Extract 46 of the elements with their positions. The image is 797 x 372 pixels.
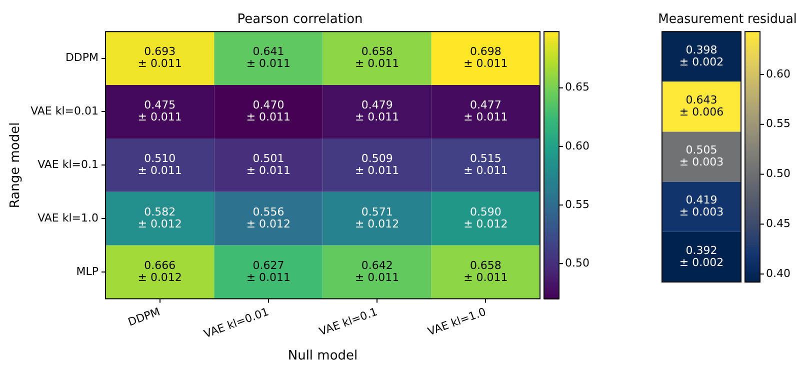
chart-title: Measurement residual [658, 12, 797, 28]
data-label: 0.509 ± 0.011 [354, 152, 400, 178]
x-axis-title: Null model [288, 348, 358, 364]
data-label: 0.582 ± 0.012 [138, 205, 182, 230]
y-axis-title: Range model [8, 122, 24, 208]
color-bar-label: 0.40 [766, 266, 790, 280]
data-label: 0.642 ± 0.011 [354, 258, 400, 284]
data-label: 0.510 ± 0.011 [138, 152, 182, 178]
data-label: 0.693 ± 0.011 [138, 45, 182, 70]
data-label: 0.501 ± 0.011 [246, 152, 291, 178]
data-label: 0.658 ± 0.011 [464, 258, 508, 284]
color-bar-label: 0.60 [565, 139, 590, 152]
data-label: 0.641 ± 0.011 [246, 45, 291, 70]
y-tick-label: VAE kl=1.0 [38, 211, 99, 224]
y-tick-label: DDPM [65, 51, 99, 64]
color-bar-label: 0.55 [565, 198, 590, 211]
y-tick-label: MLP [76, 264, 99, 278]
y-tick-label: VAE kl=0.1 [38, 158, 99, 172]
x-tick-label: VAE kl=1.0 [426, 305, 488, 338]
x-tick-label: DDPM [126, 305, 162, 329]
data-label: 0.571 ± 0.012 [354, 205, 400, 230]
color-bar-label: 0.55 [766, 117, 790, 130]
color-bar-label: 0.60 [766, 67, 790, 80]
data-label: 0.627 ± 0.011 [246, 258, 291, 284]
color-bar-label: 0.45 [766, 217, 790, 230]
y-tick-label: VAE kl=0.01 [30, 104, 99, 118]
color-bar-label: 0.50 [565, 256, 590, 270]
data-label: 0.477 ± 0.011 [464, 98, 508, 124]
data-label: 0.666 ± 0.012 [138, 258, 182, 284]
data-label: 0.419 ± 0.003 [679, 194, 724, 219]
color-bar-label: 0.50 [766, 167, 790, 180]
data-label: 0.698 ± 0.011 [464, 45, 508, 70]
data-label: 0.475 ± 0.011 [138, 98, 182, 124]
data-label: 0.470 ± 0.011 [246, 98, 291, 124]
data-label: 0.505 ± 0.003 [679, 144, 724, 169]
x-tick-label: VAE kl=0.1 [317, 305, 380, 338]
data-label: 0.479 ± 0.011 [354, 98, 400, 124]
chart-title: Pearson correlation [237, 12, 363, 28]
data-label: 0.398 ± 0.002 [679, 44, 724, 68]
data-label: 0.515 ± 0.011 [464, 152, 508, 178]
data-label: 0.556 ± 0.012 [246, 205, 291, 230]
data-label: 0.392 ± 0.002 [679, 244, 724, 269]
data-label: 0.643 ± 0.006 [679, 94, 724, 119]
color-bar-label: 0.65 [565, 80, 590, 94]
data-label: 0.658 ± 0.011 [354, 45, 400, 70]
data-label: 0.590 ± 0.012 [464, 205, 508, 230]
